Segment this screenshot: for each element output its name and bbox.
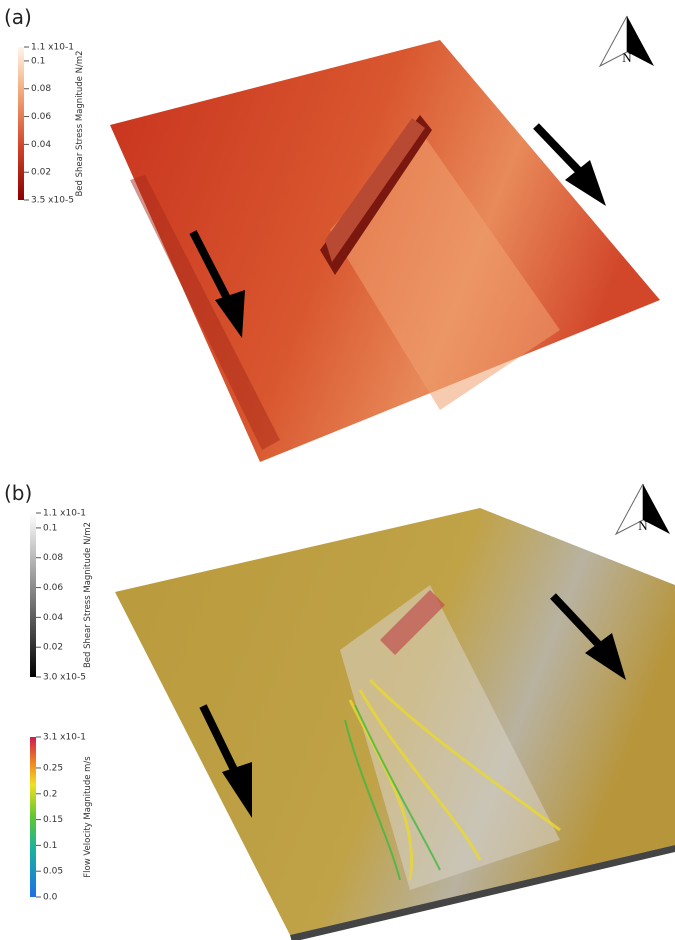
figure: (a) (b) N N 3.5 x10-5 0.02 0.04 0.06 0.08 0.1… <box>0 0 675 940</box>
colorbar-tick-label: 3.0 x10-5 <box>43 673 86 683</box>
colorbar-title: Bed Shear Stress Magnitude N/m2 <box>75 50 85 196</box>
panel-label: (a) <box>4 5 32 29</box>
colorbar-tick-label: 0.15 <box>43 815 63 825</box>
colorbar-tick-label: 0.1 <box>31 56 45 66</box>
colorbar-tick-label: 0.05 <box>43 867 63 877</box>
colorbar-tick-label: 0.02 <box>31 168 51 178</box>
north-arrow: N <box>600 16 654 66</box>
colorbar-tick-label: 0.04 <box>31 140 51 150</box>
colorbar-tick-label: 0.08 <box>43 553 63 563</box>
colorbar-tick-label: 0.02 <box>43 643 63 653</box>
colorbar-tick-label: 1.1 x10-1 <box>31 43 74 53</box>
colorbar-tick-label: 0.06 <box>31 112 51 122</box>
scene-b <box>115 508 675 940</box>
colorbar-title: Bed Shear Stress Magnitude N/m2 <box>83 522 93 668</box>
colorbar-tick-label: 0.1 <box>43 841 57 851</box>
colorbar-tick-label: 0.25 <box>43 763 63 773</box>
colorbar <box>18 47 24 200</box>
colorbar <box>30 737 36 897</box>
colorbar-tick-label: 0.04 <box>43 613 63 623</box>
colorbar-tick-label: 0.08 <box>31 84 51 94</box>
colorbar <box>30 513 36 677</box>
colorbar-tick-label: 1.1 x10-1 <box>43 509 86 519</box>
north-label: N <box>622 50 632 65</box>
north-label: N <box>638 518 648 533</box>
colorbar-tick-label: 0.0 <box>43 893 58 903</box>
colorbar-tick-label: 3.5 x10-5 <box>31 196 74 206</box>
north-arrow: N <box>616 484 670 534</box>
colorbar-tick-label: 0.1 <box>43 523 57 533</box>
scene-a <box>110 40 660 462</box>
colorbar-tick-label: 3.1 x10-1 <box>43 733 86 743</box>
colorbar-tick-label: 0.06 <box>43 583 63 593</box>
colorbar-tick-label: 0.2 <box>43 789 57 799</box>
colorbar-title: Flow Velocity Magnitude m/s <box>83 756 93 878</box>
panel-label: (b) <box>4 481 32 505</box>
